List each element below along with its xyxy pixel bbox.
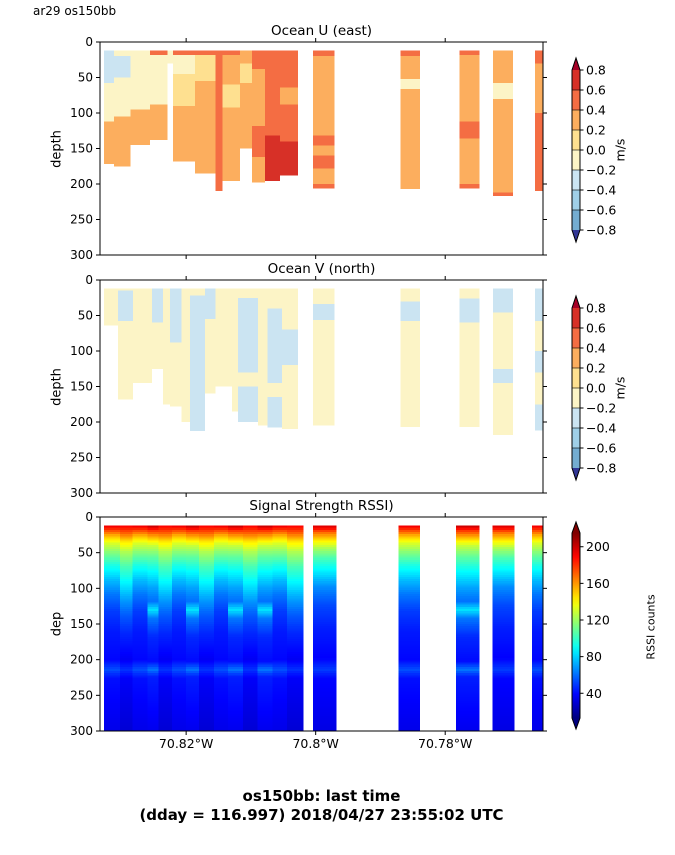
panel-u-title: Ocean U (east) — [270, 23, 373, 39]
colorbar-v: 0.8 0.6 0.4 0.2 0.0 −0.2 −0.4 −0.6 −0.8 — [571, 294, 616, 482]
caption-line1: os150bb: last time — [242, 787, 401, 805]
ocean-v-heatmap: 0 50 100 150 200 250 300 — [70, 273, 547, 500]
svg-text:300: 300 — [70, 486, 93, 500]
svg-text:200: 200 — [70, 653, 93, 667]
svg-text:160: 160 — [586, 576, 610, 591]
svg-text:0.6: 0.6 — [586, 83, 606, 98]
panel-u-ylabel: depth — [49, 130, 65, 168]
svg-text:200: 200 — [70, 415, 93, 429]
caption: os150bb: last time (dday = 116.997) 2018… — [100, 787, 543, 825]
svg-text:100: 100 — [70, 344, 93, 358]
svg-text:80: 80 — [586, 649, 602, 664]
svg-text:100: 100 — [70, 106, 93, 120]
svg-text:50: 50 — [78, 71, 93, 85]
svg-text:300: 300 — [70, 724, 93, 738]
svg-text:120: 120 — [586, 613, 610, 628]
svg-text:0.4: 0.4 — [586, 103, 606, 118]
svg-text:0.4: 0.4 — [586, 341, 606, 356]
svg-text:0: 0 — [85, 35, 93, 49]
svg-text:250: 250 — [70, 213, 93, 227]
colorbar-rssi-unit-label: RSSI counts — [644, 594, 658, 660]
svg-text:−0.4: −0.4 — [586, 421, 616, 436]
svg-text:0.0: 0.0 — [586, 143, 606, 158]
svg-text:−0.2: −0.2 — [586, 163, 616, 178]
colorbar-u-unit-label: m/s — [612, 138, 628, 162]
ocean-u-heatmap: 0 50 100 150 200 250 300 — [70, 35, 547, 262]
svg-text:70.82°W: 70.82°W — [159, 736, 213, 751]
svg-text:0: 0 — [85, 510, 93, 524]
svg-text:−0.6: −0.6 — [586, 441, 616, 456]
svg-text:200: 200 — [586, 539, 610, 554]
svg-text:50: 50 — [78, 309, 93, 323]
svg-text:0.8: 0.8 — [586, 301, 606, 316]
panel-v-ylabel: depth — [49, 368, 65, 406]
svg-text:100: 100 — [70, 581, 93, 595]
svg-text:−0.4: −0.4 — [586, 183, 616, 198]
svg-text:0: 0 — [85, 273, 93, 287]
rssi-heatmap: 70.82°W 70.8°W 70.78°W 0 50 100 150 200 250 300 — [70, 510, 547, 751]
panel-rssi-title: Signal Strength RSSI) — [249, 498, 394, 514]
svg-text:200: 200 — [70, 177, 93, 191]
caption-line2: (dday = 116.997) 2018/04/27 23:55:02 UTC — [139, 806, 504, 824]
svg-text:0.2: 0.2 — [586, 361, 606, 376]
svg-text:50: 50 — [78, 546, 93, 560]
svg-text:150: 150 — [70, 142, 93, 156]
svg-text:300: 300 — [70, 248, 93, 262]
svg-text:−0.6: −0.6 — [586, 203, 616, 218]
panel-rssi-ylabel: dep — [49, 611, 65, 637]
svg-text:40: 40 — [586, 686, 602, 701]
svg-text:0.0: 0.0 — [586, 381, 606, 396]
svg-text:150: 150 — [70, 617, 93, 631]
svg-text:0.6: 0.6 — [586, 321, 606, 336]
svg-text:70.8°W: 70.8°W — [292, 736, 338, 751]
svg-text:0.2: 0.2 — [586, 123, 606, 138]
svg-text:250: 250 — [70, 451, 93, 465]
panel-v-title: Ocean V (north) — [267, 261, 376, 277]
svg-text:70.78°W: 70.78°W — [418, 736, 472, 751]
svg-text:150: 150 — [70, 380, 93, 394]
svg-text:250: 250 — [70, 688, 93, 702]
colorbar-v-unit-label: m/s — [612, 376, 628, 400]
svg-text:0.8: 0.8 — [586, 63, 606, 78]
colorbar-u: 0.8 0.6 0.4 0.2 0.0 −0.2 −0.4 −0.6 −0.8 — [571, 56, 616, 244]
colorbar-rssi: 200 160 120 80 40 — [571, 520, 610, 731]
svg-text:−0.8: −0.8 — [586, 461, 616, 476]
svg-text:−0.8: −0.8 — [586, 223, 616, 238]
figure-title: ar29 os150bb — [33, 4, 117, 18]
svg-text:−0.2: −0.2 — [586, 401, 616, 416]
